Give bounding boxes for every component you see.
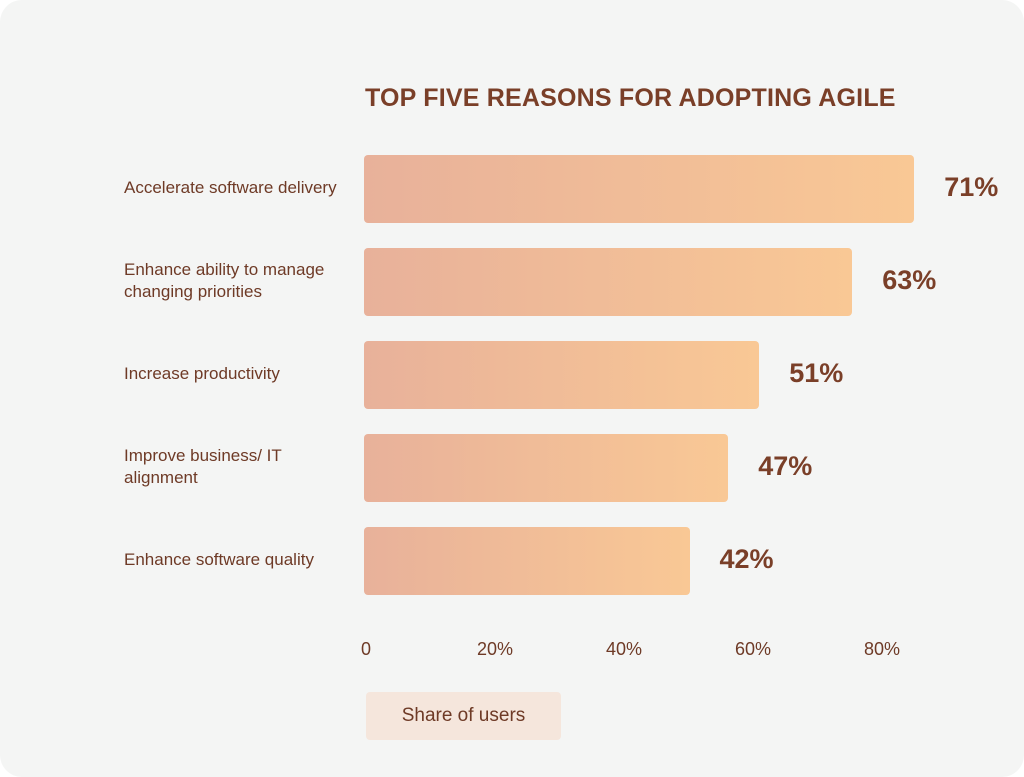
value-label: 51% (789, 358, 844, 388)
x-tick-label: 60% (734, 639, 772, 659)
x-tick-label: 40% (605, 639, 643, 659)
value-label: 42% (719, 544, 774, 574)
bar (364, 434, 729, 502)
bar (364, 155, 915, 223)
legend: Share of users (366, 692, 561, 740)
category-label: Improve business/ IT alignment (124, 446, 282, 487)
chart-title: TOP FIVE REASONS FOR ADOPTING AGILE (365, 84, 896, 112)
bar (364, 341, 760, 409)
x-tick-label: 20% (476, 639, 514, 659)
bar (364, 248, 853, 316)
x-tick-label: 80% (863, 639, 901, 659)
value-label: 71% (944, 172, 999, 202)
category-label: Enhance software quality (124, 550, 314, 569)
bar (364, 527, 690, 595)
category-label: Increase productivity (124, 364, 280, 383)
category-label: Accelerate software delivery (124, 178, 337, 197)
legend-label: Share of users (401, 705, 526, 726)
value-label: 47% (758, 451, 813, 481)
category-label: Enhance ability to manage changing prior… (124, 260, 325, 301)
value-label: 63% (882, 265, 937, 295)
x-tick-label: 0 (360, 639, 372, 659)
